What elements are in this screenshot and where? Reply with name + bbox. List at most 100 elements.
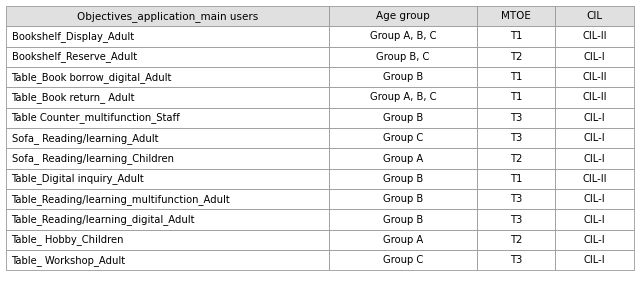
Text: Table_Book borrow_digital_Adult: Table_Book borrow_digital_Adult xyxy=(12,72,172,83)
Bar xyxy=(330,6,477,26)
Text: Bookshelf_Reserve_Adult: Bookshelf_Reserve_Adult xyxy=(12,51,137,62)
Bar xyxy=(330,250,477,270)
Text: CIL-II: CIL-II xyxy=(582,72,607,82)
Bar xyxy=(330,67,477,87)
Bar xyxy=(6,46,330,67)
Text: Age group: Age group xyxy=(376,11,430,21)
Text: Group B: Group B xyxy=(383,72,423,82)
Text: Table_ Hobby_Children: Table_ Hobby_Children xyxy=(12,235,124,245)
Bar xyxy=(477,169,555,189)
Text: CIL-I: CIL-I xyxy=(584,113,605,123)
Bar xyxy=(330,209,477,230)
Text: T1: T1 xyxy=(510,93,522,103)
Bar xyxy=(477,87,555,108)
Text: T2: T2 xyxy=(510,52,522,62)
Bar xyxy=(555,169,634,189)
Bar xyxy=(6,108,330,128)
Bar xyxy=(6,250,330,270)
Text: T3: T3 xyxy=(510,255,522,265)
Text: T1: T1 xyxy=(510,72,522,82)
Bar xyxy=(477,189,555,209)
Text: CIL-I: CIL-I xyxy=(584,215,605,225)
Text: T3: T3 xyxy=(510,133,522,143)
Bar xyxy=(555,209,634,230)
Bar xyxy=(330,169,477,189)
Text: T2: T2 xyxy=(510,235,522,245)
Bar xyxy=(6,6,330,26)
Bar xyxy=(330,230,477,250)
Text: Table_Book return_ Adult: Table_Book return_ Adult xyxy=(12,92,135,103)
Text: Group B, C: Group B, C xyxy=(376,52,430,62)
Bar xyxy=(477,67,555,87)
Text: T1: T1 xyxy=(510,174,522,184)
Bar xyxy=(330,46,477,67)
Bar xyxy=(555,26,634,46)
Text: Sofa_ Reading/learning_Children: Sofa_ Reading/learning_Children xyxy=(12,153,173,164)
Bar xyxy=(555,6,634,26)
Text: CIL-I: CIL-I xyxy=(584,194,605,204)
Text: T2: T2 xyxy=(510,153,522,163)
Text: CIL-I: CIL-I xyxy=(584,133,605,143)
Bar xyxy=(555,108,634,128)
Bar xyxy=(6,189,330,209)
Bar xyxy=(555,46,634,67)
Text: Bookshelf_Display_Adult: Bookshelf_Display_Adult xyxy=(12,31,134,42)
Text: Table_Reading/learning_multifunction_Adult: Table_Reading/learning_multifunction_Adu… xyxy=(12,194,230,205)
Text: T1: T1 xyxy=(510,31,522,41)
Bar xyxy=(6,26,330,46)
Text: CIL-II: CIL-II xyxy=(582,31,607,41)
Bar xyxy=(330,128,477,148)
Bar xyxy=(477,209,555,230)
Text: CIL-II: CIL-II xyxy=(582,174,607,184)
Text: CIL-I: CIL-I xyxy=(584,153,605,163)
Text: Table_Digital inquiry_Adult: Table_Digital inquiry_Adult xyxy=(12,173,144,184)
Bar xyxy=(477,148,555,169)
Bar xyxy=(477,26,555,46)
Bar xyxy=(477,230,555,250)
Text: Group B: Group B xyxy=(383,113,423,123)
Bar xyxy=(477,108,555,128)
Text: Table Counter_multifunction_Staff: Table Counter_multifunction_Staff xyxy=(12,112,180,123)
Text: T3: T3 xyxy=(510,194,522,204)
Bar xyxy=(6,230,330,250)
Bar xyxy=(555,128,634,148)
Bar xyxy=(555,148,634,169)
Bar xyxy=(555,230,634,250)
Text: Objectives_application_main users: Objectives_application_main users xyxy=(77,11,259,21)
Text: Group A, B, C: Group A, B, C xyxy=(370,31,436,41)
Text: Group A, B, C: Group A, B, C xyxy=(370,93,436,103)
Bar xyxy=(330,87,477,108)
Text: T3: T3 xyxy=(510,113,522,123)
Text: CIL-I: CIL-I xyxy=(584,255,605,265)
Text: MTOE: MTOE xyxy=(501,11,531,21)
Text: CIL-II: CIL-II xyxy=(582,93,607,103)
Bar xyxy=(477,128,555,148)
Bar xyxy=(555,189,634,209)
Bar xyxy=(555,250,634,270)
Text: Group A: Group A xyxy=(383,235,423,245)
Text: Group A: Group A xyxy=(383,153,423,163)
Bar xyxy=(6,128,330,148)
Text: Group B: Group B xyxy=(383,215,423,225)
Bar xyxy=(6,67,330,87)
Bar xyxy=(477,250,555,270)
Bar xyxy=(6,169,330,189)
Bar xyxy=(330,108,477,128)
Text: Group B: Group B xyxy=(383,194,423,204)
Bar xyxy=(330,26,477,46)
Text: T3: T3 xyxy=(510,215,522,225)
Text: CIL: CIL xyxy=(586,11,602,21)
Bar xyxy=(6,148,330,169)
Text: Sofa_ Reading/learning_Adult: Sofa_ Reading/learning_Adult xyxy=(12,133,158,144)
Text: Group B: Group B xyxy=(383,174,423,184)
Bar xyxy=(330,189,477,209)
Bar xyxy=(6,87,330,108)
Bar xyxy=(555,87,634,108)
Text: Table_Reading/learning_digital_Adult: Table_Reading/learning_digital_Adult xyxy=(12,214,195,225)
Bar xyxy=(330,148,477,169)
Text: Group C: Group C xyxy=(383,133,423,143)
Bar xyxy=(555,67,634,87)
Bar xyxy=(477,6,555,26)
Bar xyxy=(6,209,330,230)
Text: CIL-I: CIL-I xyxy=(584,52,605,62)
